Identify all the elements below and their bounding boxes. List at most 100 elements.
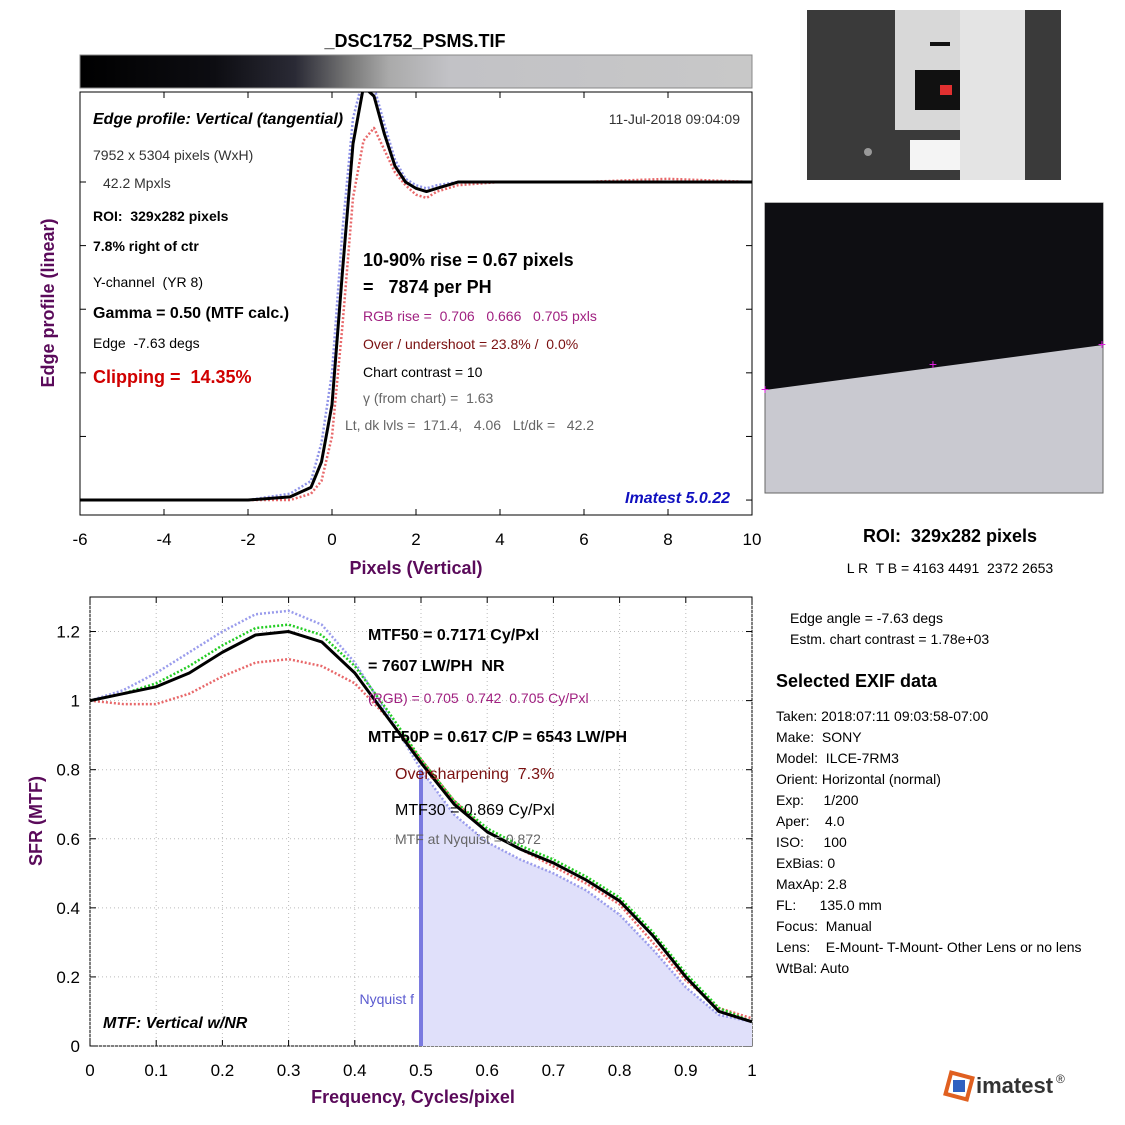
annotation: Gamma = 0.50 (MTF calc.): [93, 305, 289, 322]
roi-title: ROI: 329x282 pixels: [863, 526, 1037, 546]
annotation: = 7874 per PH: [363, 277, 492, 297]
y-tick-label: 0.4: [56, 899, 80, 918]
x-tick-label: 0.4: [343, 1061, 367, 1080]
annotation: Over / undershoot = 23.8% / 0.0%: [363, 336, 578, 352]
logo-mark: ®: [1056, 1072, 1065, 1086]
edge-plot: -6 -4 -2 0 2 4 6 8 10: [72, 92, 762, 549]
x-axis-label: Frequency, Cycles/pixel: [311, 1087, 515, 1107]
edge-angle: Edge angle = -7.63 degs: [790, 610, 943, 626]
y-tick-label: 1.2: [56, 623, 80, 642]
x-tick-label: -4: [156, 530, 171, 549]
roi-image: + + +: [761, 202, 1106, 494]
exif-line: FL: 135.0 mm: [776, 897, 882, 913]
exif-line: Orient: Horizontal (normal): [776, 771, 941, 787]
x-tick-label: 0: [85, 1061, 94, 1080]
gray-strip: [79, 54, 753, 89]
x-tick-label: 4: [495, 530, 504, 549]
roi-coords: L R T B = 4163 4491 2372 2653: [847, 560, 1054, 576]
plot-frame: [79, 91, 753, 516]
x-tick-label: 2: [411, 530, 420, 549]
series-line: [90, 630, 752, 1024]
x-tick-label: 0.9: [674, 1061, 698, 1080]
exif-line: Taken: 2018:07:11 09:03:58-07:00: [776, 708, 988, 724]
x-tick-label: 10: [743, 530, 762, 549]
series-line: [90, 623, 752, 1023]
logo: imatest ®: [943, 1070, 1065, 1102]
mtf-annotations: MTF50 = 0.7171 Cy/Pxl = 7607 LW/PH NR (R…: [103, 627, 627, 1032]
annotation: 10-90% rise = 0.67 pixels: [363, 250, 574, 270]
exif-title: Selected EXIF data: [776, 671, 938, 691]
exif-line: Exp: 1/200: [776, 792, 859, 808]
annotation: RGB rise = 0.706 0.666 0.705 pxls: [363, 308, 597, 324]
annotation: = 7607 LW/PH NR: [368, 658, 505, 675]
x-tick-label: 0.7: [542, 1061, 566, 1080]
y-tick-label: 0: [71, 1037, 80, 1056]
annotation: 11-Jul-2018 09:04:09: [609, 111, 740, 127]
annotation: MTF: Vertical w/NR: [103, 1015, 248, 1032]
y-axis-label: Edge profile (linear): [38, 218, 58, 387]
exif-line: ISO: 100: [776, 834, 847, 850]
svg-text:+: +: [761, 381, 769, 397]
x-tick-label: 0.3: [277, 1061, 301, 1080]
x-tick-label: -6: [72, 530, 87, 549]
exif-line: Focus: Manual: [776, 918, 872, 934]
annotation: (RGB) = 0.705 0.742 0.705 Cy/Pxl: [368, 690, 589, 706]
exif-line: MaxAp: 2.8: [776, 876, 847, 892]
x-tick-label: 6: [579, 530, 588, 549]
svg-text:+: +: [929, 356, 937, 372]
x-tick-label: 0.8: [608, 1061, 632, 1080]
mtf-plot: 0 0.1 0.2 0.3 0.4 0.5 0.6 0.7 0.8 0.9 1 0 0.2 0.4 0.6 0…: [56, 597, 757, 1080]
exif-line: Aper: 4.0: [776, 813, 845, 829]
x-tick-label: 8: [663, 530, 672, 549]
logo-text: imatest: [976, 1073, 1054, 1098]
x-tick-label: 0.5: [409, 1061, 433, 1080]
exif-list: Taken: 2018:07:11 09:03:58-07:00 Make: SO…: [776, 708, 1082, 976]
y-tick-label: 0.6: [56, 830, 80, 849]
series-line: [90, 657, 752, 1020]
chart-contrast: Estm. chart contrast = 1.78e+03: [790, 631, 989, 647]
x-tick-label: 0.6: [475, 1061, 499, 1080]
y-tick-label: 0.8: [56, 761, 80, 780]
annotation: MTF at Nyquist = 0.872: [395, 831, 541, 847]
annotation: MTF50P = 0.617 C/P = 6543 LW/PH: [368, 729, 627, 746]
series-line: [80, 92, 752, 502]
annotation: 7.8% right of ctr: [93, 238, 199, 254]
annotation: Y-channel (YR 8): [93, 274, 203, 290]
annotation: γ (from chart) = 1.63: [363, 390, 494, 406]
exif-line: Make: SONY: [776, 729, 862, 745]
series-line: [80, 92, 752, 502]
annotation: Edge -7.63 degs: [93, 335, 200, 351]
annotation: Lt, dk lvls = 171.4, 4.06 Lt/dk = 42.2: [345, 417, 594, 433]
annotation: Chart contrast = 10: [363, 364, 483, 380]
y-tick-label: 0.2: [56, 968, 80, 987]
annotation: Oversharpening 7.3%: [395, 766, 554, 783]
annotation: Imatest 5.0.22: [625, 490, 730, 507]
exif-line: WtBal: Auto: [776, 960, 849, 976]
x-tick-label: 0.1: [144, 1061, 168, 1080]
series-line: [80, 126, 752, 502]
x-tick-label: -2: [240, 530, 255, 549]
x-tick-label: 1: [747, 1061, 756, 1080]
exif-line: Model: ILCE-7RM3: [776, 750, 899, 766]
series-line: [90, 609, 752, 1024]
svg-text:+: +: [1098, 336, 1106, 352]
y-axis-label: SFR (MTF): [26, 776, 46, 866]
x-axis-label: Pixels (Vertical): [349, 558, 482, 578]
annotation: 42.2 Mpxls: [103, 175, 171, 191]
page-title: _DSC1752_PSMS.TIF: [323, 31, 505, 51]
thumbnail: [807, 10, 1061, 180]
x-tick-label: 0.2: [211, 1061, 235, 1080]
exif-line: ExBias: 0: [776, 855, 835, 871]
y-tick-label: 1: [71, 692, 80, 711]
annotation: MTF50 = 0.7171 Cy/Pxl: [368, 627, 539, 644]
x-tick-label: 0: [327, 530, 336, 549]
annotation: 7952 x 5304 pixels (WxH): [93, 147, 253, 163]
annotation: Clipping = 14.35%: [93, 367, 252, 387]
edge-annotations: Edge profile: Vertical (tangential) 11-J…: [93, 111, 740, 507]
nyquist-area: [421, 769, 752, 1046]
annotation: Edge profile: Vertical (tangential): [93, 111, 343, 128]
nyquist-label: Nyquist f: [360, 991, 415, 1007]
annotation: MTF30 = 0.869 Cy/Pxl: [395, 802, 555, 819]
exif-line: Lens: E-Mount- T-Mount- Other Lens or no…: [776, 939, 1082, 955]
